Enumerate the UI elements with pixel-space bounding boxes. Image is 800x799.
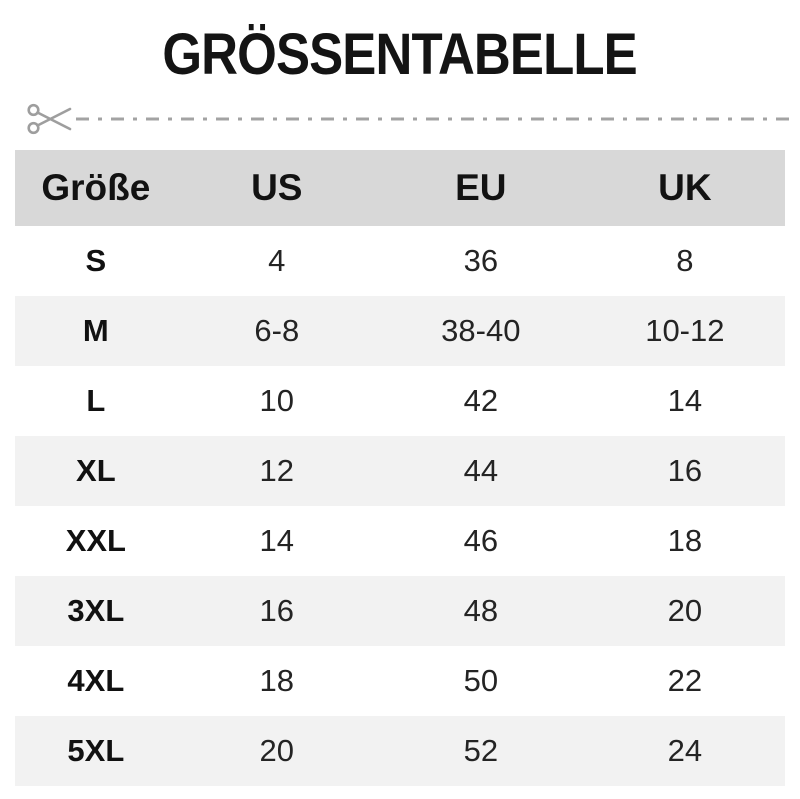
table-row: 5XL 20 52 24 — [15, 716, 785, 786]
scissors-icon — [27, 103, 72, 135]
dashed-cut-line — [76, 117, 794, 121]
us-value-cell: 12 — [259, 453, 295, 488]
eu-value-cell: 42 — [463, 383, 499, 418]
us-value-cell: 14 — [259, 523, 295, 558]
us-value-cell: 16 — [259, 593, 295, 628]
table-row: L 10 42 14 — [15, 366, 785, 436]
eu-value-cell: 36 — [463, 243, 499, 278]
page-title: GRÖSSENTABELLE — [0, 0, 800, 90]
us-value-cell: 20 — [259, 733, 295, 768]
uk-value-cell: 8 — [676, 243, 694, 278]
table-row: 4XL 18 50 22 — [15, 646, 785, 716]
size-cell: XXL — [65, 523, 126, 558]
eu-value-cell: 52 — [463, 733, 499, 768]
us-value-cell: 4 — [268, 243, 286, 278]
table-row: S 4 36 8 — [15, 226, 785, 296]
eu-value-cell: 48 — [463, 593, 499, 628]
size-cell: 5XL — [67, 733, 125, 768]
uk-value-cell: 22 — [667, 663, 703, 698]
size-cell: S — [85, 243, 107, 278]
table-row: XL 12 44 16 — [15, 436, 785, 506]
header-cell-uk: UK — [658, 167, 712, 208]
uk-value-cell: 20 — [667, 593, 703, 628]
page-title-text: GRÖSSENTABELLE — [162, 22, 638, 87]
header-cell-eu: EU — [455, 167, 507, 208]
header-cell-groesse: Größe — [41, 167, 151, 208]
us-value-cell: 6-8 — [254, 313, 300, 348]
size-cell: XL — [76, 453, 116, 488]
table-body: S 4 36 8 M 6-8 38-40 10-12 L 10 42 14 XL… — [15, 226, 785, 786]
table-row: 3XL 16 48 20 — [15, 576, 785, 646]
eu-value-cell: 38-40 — [441, 313, 521, 348]
eu-value-cell: 46 — [463, 523, 499, 558]
table-row: XXL 14 46 18 — [15, 506, 785, 576]
cut-line — [26, 98, 794, 140]
table-row: M 6-8 38-40 10-12 — [15, 296, 785, 366]
size-cell: M — [82, 313, 109, 348]
size-table: Größe US EU UK S 4 36 8 M 6-8 38-40 10-1… — [15, 150, 785, 786]
eu-value-cell: 50 — [463, 663, 499, 698]
size-cell: L — [86, 383, 106, 418]
uk-value-cell: 16 — [667, 453, 703, 488]
uk-value-cell: 18 — [667, 523, 703, 558]
eu-value-cell: 44 — [463, 453, 499, 488]
size-cell: 4XL — [67, 663, 125, 698]
us-value-cell: 18 — [259, 663, 295, 698]
table-header-row: Größe US EU UK — [15, 150, 785, 226]
size-cell: 3XL — [67, 593, 125, 628]
us-value-cell: 10 — [259, 383, 295, 418]
uk-value-cell: 10-12 — [645, 313, 725, 348]
header-cell-us: US — [251, 167, 303, 208]
uk-value-cell: 24 — [667, 733, 703, 768]
uk-value-cell: 14 — [667, 383, 703, 418]
